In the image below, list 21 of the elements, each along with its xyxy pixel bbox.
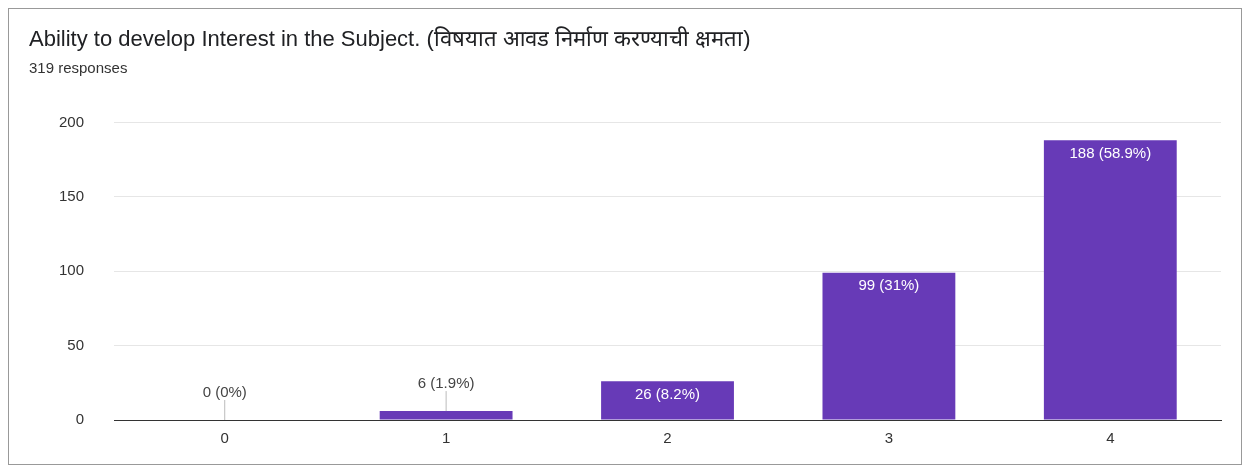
y-tick-label: 0 [75,410,85,428]
chart-subtitle: 319 responses [29,58,128,76]
data-label: 0 (0%) [202,382,247,400]
data-label: 26 (8.2%) [634,384,701,402]
x-tick-label: 2 [663,429,672,447]
bar [379,411,513,420]
bar [601,381,734,420]
y-tick-label: 200 [59,112,85,130]
y-tick-label: 50 [67,335,85,353]
bar [822,272,956,420]
x-tick-label: 4 [1106,429,1115,447]
x-tick-label: 3 [884,429,894,447]
data-label: 6 (1.9%) [417,373,475,391]
x-tick-label: 0 [220,429,229,447]
x-tick-label: 1 [441,429,451,447]
bar [1043,140,1177,420]
data-label: 188 (58.9%) [1069,143,1152,161]
y-tick-label: 150 [59,186,85,204]
data-label: 99 (31%) [858,276,920,294]
chart-title: Ability to develop Interest in the Subject. (विषयात आवड निर्माण करण्याची क्षमता) [29,26,751,52]
y-tick-label: 100 [59,261,85,279]
